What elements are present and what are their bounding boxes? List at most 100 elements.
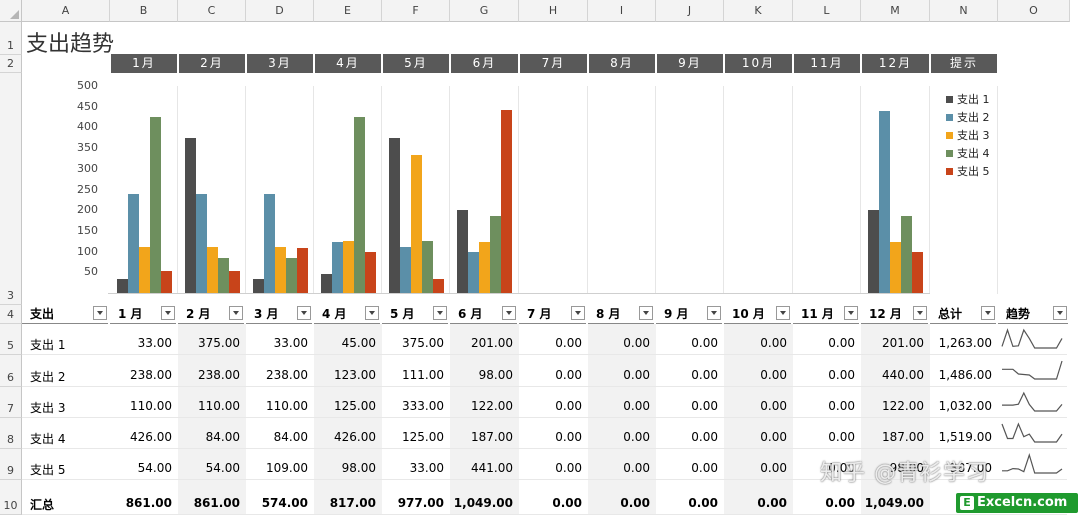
table-cell[interactable]: 0.00 xyxy=(555,368,582,382)
table-cell[interactable]: 426.00 xyxy=(130,430,172,444)
table-cell[interactable]: 98.00 xyxy=(889,461,924,475)
column-header-H[interactable]: H xyxy=(519,0,588,22)
table-cell[interactable]: 84.00 xyxy=(273,430,308,444)
table-cell[interactable]: 387.00 xyxy=(950,461,992,475)
table-row-label[interactable]: 支出 5 xyxy=(30,463,66,477)
table-cell[interactable]: 0.00 xyxy=(757,496,787,510)
table-cell[interactable]: 0.00 xyxy=(760,368,787,382)
table-cell[interactable]: 817.00 xyxy=(329,496,376,510)
row-header-3[interactable]: 3 xyxy=(0,73,22,305)
filter-dropdown-button[interactable] xyxy=(776,306,790,320)
filter-dropdown-button[interactable] xyxy=(93,306,107,320)
table-cell[interactable]: 861.00 xyxy=(193,496,240,510)
table-cell[interactable]: 54.00 xyxy=(205,461,240,475)
row-header-7[interactable]: 7 xyxy=(0,387,22,418)
column-header-D[interactable]: D xyxy=(246,0,314,22)
column-header-K[interactable]: K xyxy=(724,0,793,22)
table-row-label[interactable]: 支出 4 xyxy=(30,432,66,446)
table-row-label[interactable]: 支出 3 xyxy=(30,401,66,415)
table-cell[interactable]: 0.00 xyxy=(760,336,787,350)
column-header-B[interactable]: B xyxy=(110,0,178,22)
row-header-2[interactable]: 2 xyxy=(0,55,22,73)
column-header-E[interactable]: E xyxy=(314,0,382,22)
table-cell[interactable]: 0.00 xyxy=(760,399,787,413)
table-header-1[interactable]: 支出 xyxy=(22,305,108,324)
table-cell[interactable]: 109.00 xyxy=(266,461,308,475)
table-cell[interactable]: 0.00 xyxy=(828,430,855,444)
table-cell[interactable]: 122.00 xyxy=(471,399,513,413)
table-cell[interactable]: 0.00 xyxy=(760,430,787,444)
column-header-G[interactable]: G xyxy=(450,0,519,22)
filter-dropdown-button[interactable] xyxy=(229,306,243,320)
select-all-corner[interactable] xyxy=(0,0,22,22)
column-header-N[interactable]: N xyxy=(930,0,998,22)
filter-dropdown-button[interactable] xyxy=(707,306,721,320)
table-header-9[interactable]: 8 月 xyxy=(588,305,654,324)
table-cell[interactable]: 1,486.00 xyxy=(938,368,992,382)
table-cell[interactable]: 0.00 xyxy=(828,399,855,413)
table-cell[interactable]: 125.00 xyxy=(334,399,376,413)
column-header-O[interactable]: O xyxy=(998,0,1070,22)
table-header-6[interactable]: 5 月 xyxy=(382,305,448,324)
table-cell[interactable]: 201.00 xyxy=(882,336,924,350)
table-cell[interactable]: 201.00 xyxy=(471,336,513,350)
table-header-8[interactable]: 7 月 xyxy=(519,305,586,324)
table-cell[interactable]: 0.00 xyxy=(688,496,718,510)
table-cell[interactable]: 1,032.00 xyxy=(938,399,992,413)
table-cell[interactable]: 1,049.00 xyxy=(864,496,924,510)
table-cell[interactable]: 1,263.00 xyxy=(938,336,992,350)
table-cell[interactable]: 98.00 xyxy=(341,461,376,475)
filter-dropdown-button[interactable] xyxy=(365,306,379,320)
row-header-6[interactable]: 6 xyxy=(0,355,22,387)
table-cell[interactable]: 0.00 xyxy=(691,336,718,350)
row-header-9[interactable]: 9 xyxy=(0,449,22,480)
filter-dropdown-button[interactable] xyxy=(571,306,585,320)
filter-dropdown-button[interactable] xyxy=(297,306,311,320)
filter-dropdown-button[interactable] xyxy=(981,306,995,320)
table-cell[interactable]: 0.00 xyxy=(620,496,650,510)
filter-dropdown-button[interactable] xyxy=(639,306,653,320)
table-cell[interactable]: 0.00 xyxy=(691,430,718,444)
table-header-4[interactable]: 3 月 xyxy=(246,305,312,324)
table-cell[interactable]: 45.00 xyxy=(341,336,376,350)
table-cell[interactable]: 375.00 xyxy=(198,336,240,350)
table-cell[interactable]: 0.00 xyxy=(555,399,582,413)
table-cell[interactable]: 0.00 xyxy=(555,336,582,350)
table-row-label[interactable]: 支出 2 xyxy=(30,370,66,384)
table-cell[interactable]: 110.00 xyxy=(198,399,240,413)
table-cell[interactable]: 0.00 xyxy=(552,496,582,510)
table-cell[interactable]: 0.00 xyxy=(623,368,650,382)
table-header-5[interactable]: 4 月 xyxy=(314,305,380,324)
table-cell[interactable]: 238.00 xyxy=(198,368,240,382)
table-row-label[interactable]: 汇总 xyxy=(30,498,55,512)
table-cell[interactable]: 0.00 xyxy=(555,461,582,475)
table-header-11[interactable]: 10 月 xyxy=(724,305,791,324)
table-cell[interactable]: 33.00 xyxy=(409,461,444,475)
table-cell[interactable]: 0.00 xyxy=(828,336,855,350)
table-header-7[interactable]: 6 月 xyxy=(450,305,517,324)
table-cell[interactable]: 0.00 xyxy=(623,461,650,475)
table-header-14[interactable]: 总计 xyxy=(930,305,996,324)
column-header-J[interactable]: J xyxy=(656,0,724,22)
table-header-12[interactable]: 11 月 xyxy=(793,305,859,324)
table-cell[interactable]: 110.00 xyxy=(266,399,308,413)
table-cell[interactable]: 0.00 xyxy=(623,430,650,444)
table-cell[interactable]: 0.00 xyxy=(691,461,718,475)
filter-dropdown-button[interactable] xyxy=(913,306,927,320)
table-cell[interactable]: 0.00 xyxy=(691,399,718,413)
filter-dropdown-button[interactable] xyxy=(161,306,175,320)
table-cell[interactable]: 84.00 xyxy=(205,430,240,444)
table-cell[interactable]: 0.00 xyxy=(555,430,582,444)
table-cell[interactable]: 122.00 xyxy=(882,399,924,413)
table-cell[interactable]: 375.00 xyxy=(402,336,444,350)
table-cell[interactable]: 440.00 xyxy=(882,368,924,382)
table-cell[interactable]: 238.00 xyxy=(266,368,308,382)
filter-dropdown-button[interactable] xyxy=(844,306,858,320)
table-cell[interactable]: 98.00 xyxy=(478,368,513,382)
row-header-10[interactable]: 10 xyxy=(0,480,22,515)
table-header-3[interactable]: 2 月 xyxy=(178,305,244,324)
filter-dropdown-button[interactable] xyxy=(502,306,516,320)
table-cell[interactable]: 441.00 xyxy=(471,461,513,475)
column-header-A[interactable]: A xyxy=(22,0,110,22)
